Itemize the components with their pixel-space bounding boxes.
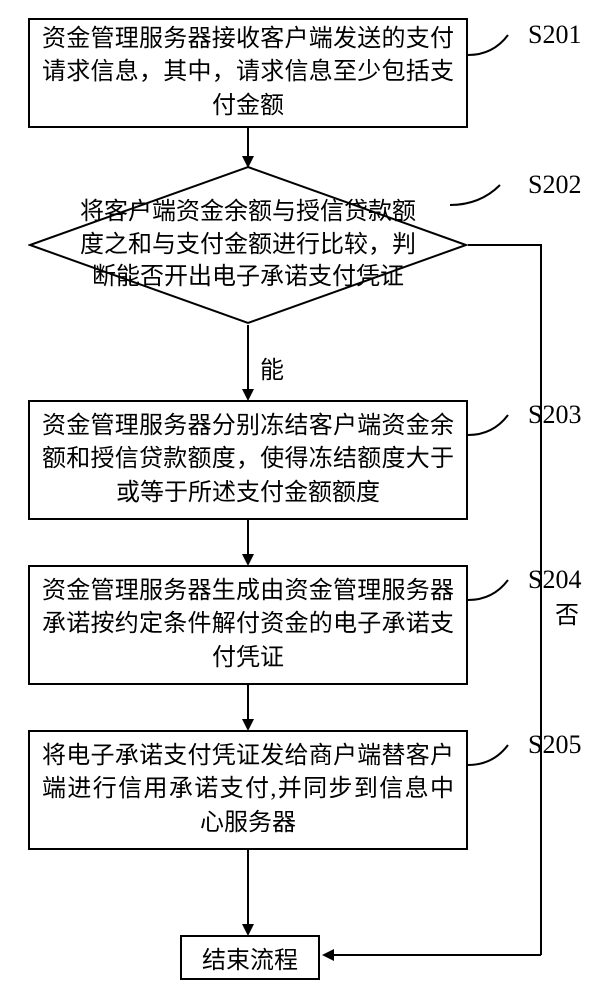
- end-box: 结束流程: [180, 935, 320, 980]
- step-s201-text: 资金管理服务器接收客户端发送的支付请求信息，其中，请求信息至少包括支付金额: [42, 23, 454, 124]
- step-s204-text: 资金管理服务器生成由资金管理服务器承诺按约定条件解付资金的电子承诺支付凭证: [42, 575, 454, 676]
- arrow-s204-s205: [238, 685, 258, 733]
- step-s205-box: 将电子承诺支付凭证发给商户端替客户端进行信用承诺支付,并同步到信息中心服务器: [28, 730, 468, 850]
- step-s205-text: 将电子承诺支付凭证发给商户端替客户端进行信用承诺支付,并同步到信息中心服务器: [42, 740, 454, 841]
- step-s201-box: 资金管理服务器接收客户端发送的支付请求信息，其中，请求信息至少包括支付金额: [28, 18, 468, 128]
- edge-label-no: 否: [555, 595, 579, 630]
- connector-s202-label: [450, 180, 520, 210]
- step-s203-text: 资金管理服务器分别冻结客户端资金余额和授信贷款额度，使得冻结额度大于或等于所述支…: [42, 410, 454, 511]
- arrow-no-into-end: [320, 945, 470, 965]
- step-s204-box: 资金管理服务器生成由资金管理服务器承诺按约定条件解付资金的电子承诺支付凭证: [28, 565, 468, 685]
- arrow-s202-s203: [238, 325, 258, 403]
- arrow-no-branch: [466, 243, 566, 963]
- edge-label-yes: 能: [260, 350, 284, 385]
- arrow-s203-s204: [238, 520, 258, 568]
- decision-s202: 将客户端资金余额与授信贷款额度之和与支付金额进行比较，判断能否开出电子承诺支付凭…: [28, 165, 468, 325]
- end-text: 结束流程: [202, 940, 298, 975]
- label-s202: S202: [528, 170, 581, 200]
- arrow-s201-s202: [238, 128, 258, 170]
- arrow-s205-end: [238, 850, 258, 938]
- connector-s201-label: [468, 30, 523, 60]
- step-s203-box: 资金管理服务器分别冻结客户端资金余额和授信贷款额度，使得冻结额度大于或等于所述支…: [28, 400, 468, 520]
- decision-s202-text: 将客户端资金余额与授信贷款额度之和与支付金额进行比较，判断能否开出电子承诺支付凭…: [28, 165, 468, 325]
- label-s201: S201: [528, 20, 581, 50]
